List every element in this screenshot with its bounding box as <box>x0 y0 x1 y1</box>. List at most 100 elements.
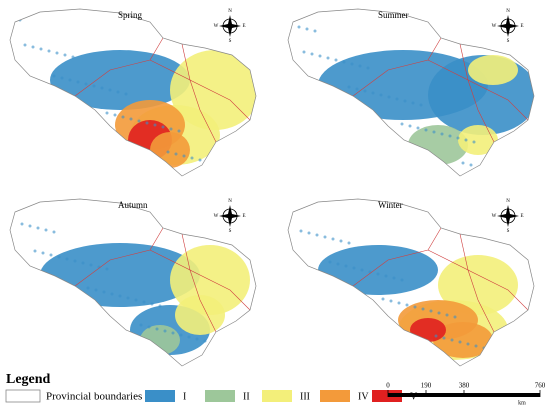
speckle <box>105 267 109 271</box>
speckle <box>442 336 446 340</box>
compass-w: W <box>492 24 497 29</box>
scale-unit: km <box>518 400 526 406</box>
compass-star <box>497 205 519 227</box>
speckle <box>453 315 457 319</box>
compass-s: S <box>507 39 510 44</box>
speckle <box>315 233 319 237</box>
speckle <box>134 298 138 302</box>
compass: N S E W <box>492 199 524 234</box>
speckle <box>344 264 348 268</box>
speckle <box>126 296 130 300</box>
speckle <box>350 62 354 66</box>
speckle <box>139 323 143 327</box>
speckle <box>376 272 380 276</box>
speckle <box>336 262 340 266</box>
speckle <box>116 90 120 94</box>
speckle <box>466 342 470 346</box>
speckle <box>360 268 364 272</box>
speckle <box>421 307 425 311</box>
compass-star <box>219 15 241 37</box>
compass: N S E W <box>492 9 524 44</box>
speckle <box>208 214 212 218</box>
speckle <box>411 101 415 105</box>
speckle <box>355 87 359 91</box>
speckle <box>456 136 460 140</box>
speckle <box>41 251 45 255</box>
speckle <box>52 230 56 234</box>
speckle <box>20 222 24 226</box>
provincial-boundary <box>149 249 217 333</box>
compass-n: N <box>506 199 510 204</box>
speckle <box>358 64 362 68</box>
class-area <box>468 55 518 85</box>
speckle <box>339 239 343 243</box>
compass-s: S <box>507 229 510 234</box>
speckle <box>57 255 61 259</box>
speckle <box>94 288 98 292</box>
map-panel: Winter N S E W <box>287 198 535 367</box>
compass-star <box>497 15 519 37</box>
scale-label: 760 <box>535 382 546 390</box>
speckle <box>102 290 106 294</box>
speckle <box>36 226 40 230</box>
speckle <box>458 340 462 344</box>
map-panel: Autumn N S E W <box>9 198 257 367</box>
speckle <box>39 47 43 51</box>
compass-w: W <box>214 214 219 219</box>
compass-s: S <box>229 39 232 44</box>
speckle <box>47 49 51 53</box>
speckle <box>352 266 356 270</box>
speckle <box>347 85 351 89</box>
region-outline <box>9 8 257 177</box>
speckle <box>63 53 67 57</box>
panel-title: Spring <box>118 10 143 20</box>
class-area <box>438 255 518 315</box>
provincial-boundary <box>74 227 164 287</box>
speckle <box>434 334 438 338</box>
compass-s: S <box>229 229 232 234</box>
speckle <box>86 286 90 290</box>
speckle <box>177 129 181 133</box>
speckle <box>28 224 32 228</box>
speckle <box>371 91 375 95</box>
class-area <box>175 295 225 335</box>
speckle <box>379 93 383 97</box>
speckle <box>169 127 173 131</box>
speckle <box>200 212 204 216</box>
speckle <box>506 352 510 356</box>
speckle <box>33 249 37 253</box>
legend-swatch <box>145 390 175 402</box>
speckle <box>76 80 80 84</box>
speckle <box>84 82 88 86</box>
speckle <box>171 331 175 335</box>
compass-star <box>219 205 241 227</box>
compass-e: E <box>520 214 523 219</box>
class-area <box>50 50 190 110</box>
speckle <box>145 121 149 125</box>
speckle <box>408 124 412 128</box>
legend-label: IV <box>358 391 369 402</box>
provincial-boundary <box>352 37 442 97</box>
speckle <box>514 48 518 52</box>
class-area <box>458 125 498 155</box>
speckle <box>297 25 301 29</box>
legend-label: III <box>300 391 310 402</box>
speckle <box>413 305 417 309</box>
speckle <box>129 117 133 121</box>
speckle <box>416 126 420 130</box>
legend-swatch <box>5 389 41 403</box>
provincial-boundary <box>459 43 529 121</box>
provincial-boundary <box>181 43 251 121</box>
panel-title: Summer <box>378 10 409 20</box>
speckle <box>392 276 396 280</box>
map-panel: Spring N S E W <box>9 8 257 177</box>
class-areas <box>18 18 256 170</box>
legend-label: I <box>183 391 186 402</box>
speckle <box>110 292 114 296</box>
provincial-boundary <box>74 37 164 97</box>
speckle <box>179 333 183 337</box>
speckle <box>387 95 391 99</box>
speckle <box>195 337 199 341</box>
speckle <box>328 260 332 264</box>
